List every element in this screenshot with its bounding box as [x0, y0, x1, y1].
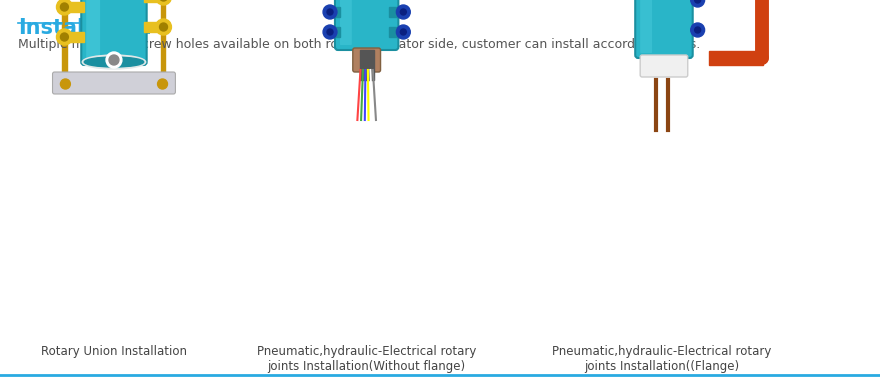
- Bar: [65, 32, 84, 42]
- Bar: [709, 51, 763, 65]
- Circle shape: [109, 55, 119, 65]
- Ellipse shape: [84, 57, 144, 67]
- Circle shape: [155, 0, 171, 5]
- Bar: [144, 22, 163, 32]
- Circle shape: [400, 29, 407, 35]
- Circle shape: [323, 5, 337, 19]
- Circle shape: [60, 79, 70, 89]
- FancyBboxPatch shape: [335, 0, 399, 50]
- FancyBboxPatch shape: [640, 0, 652, 53]
- Circle shape: [60, 3, 68, 11]
- Bar: [326, 27, 340, 37]
- FancyBboxPatch shape: [52, 72, 176, 94]
- FancyBboxPatch shape: [82, 0, 147, 65]
- Text: Installation: Installation: [18, 18, 152, 38]
- Circle shape: [396, 25, 410, 39]
- Bar: [390, 7, 403, 17]
- FancyBboxPatch shape: [353, 48, 381, 72]
- Circle shape: [323, 25, 337, 39]
- FancyBboxPatch shape: [635, 0, 693, 58]
- Circle shape: [157, 79, 168, 89]
- Circle shape: [691, 0, 704, 7]
- Circle shape: [60, 33, 68, 41]
- Circle shape: [160, 0, 168, 1]
- Text: Rotary Union Installation: Rotary Union Installation: [41, 345, 187, 358]
- Circle shape: [694, 27, 701, 33]
- Text: Pneumatic,hydraulic-Electrical rotary
joints Installation(Without flange): Pneumatic,hydraulic-Electrical rotary jo…: [257, 345, 476, 373]
- Circle shape: [691, 23, 704, 37]
- Circle shape: [694, 0, 701, 3]
- FancyBboxPatch shape: [340, 0, 352, 45]
- Circle shape: [327, 29, 333, 35]
- FancyBboxPatch shape: [640, 55, 687, 77]
- Text: Multiple mounting screw holes available on both rotor and stator side, customer : Multiple mounting screw holes available …: [18, 38, 700, 51]
- Circle shape: [57, 0, 72, 15]
- Text: Pneumatic,hydraulic-Electrical rotary
joints Installation((Flange): Pneumatic,hydraulic-Electrical rotary jo…: [552, 345, 772, 373]
- Circle shape: [160, 23, 168, 31]
- Bar: [326, 7, 340, 17]
- Circle shape: [400, 9, 407, 15]
- Circle shape: [396, 5, 410, 19]
- Bar: [62, 0, 67, 90]
- Bar: [360, 50, 374, 80]
- Bar: [144, 0, 163, 2]
- Bar: [161, 0, 165, 90]
- Circle shape: [57, 29, 72, 45]
- Circle shape: [106, 52, 122, 68]
- Circle shape: [327, 9, 333, 15]
- Bar: [65, 2, 84, 12]
- Bar: [390, 27, 403, 37]
- Circle shape: [155, 19, 171, 35]
- Circle shape: [756, 52, 768, 64]
- FancyBboxPatch shape: [86, 0, 100, 60]
- Ellipse shape: [83, 55, 146, 69]
